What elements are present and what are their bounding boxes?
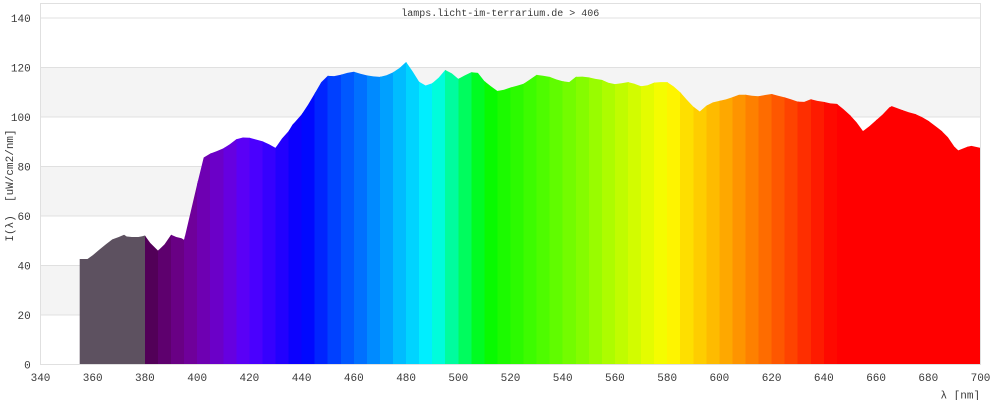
svg-text:40: 40 <box>17 261 30 273</box>
svg-text:540: 540 <box>553 373 573 385</box>
svg-text:λ [nm]: λ [nm] <box>940 390 980 400</box>
svg-text:360: 360 <box>83 373 103 385</box>
svg-text:420: 420 <box>239 373 259 385</box>
svg-text:120: 120 <box>11 63 31 75</box>
svg-text:380: 380 <box>135 373 155 385</box>
svg-text:520: 520 <box>501 373 521 385</box>
svg-text:600: 600 <box>709 373 729 385</box>
svg-text:700: 700 <box>971 373 991 385</box>
svg-text:560: 560 <box>605 373 625 385</box>
svg-text:100: 100 <box>11 113 31 125</box>
svg-text:480: 480 <box>396 373 416 385</box>
svg-text:620: 620 <box>762 373 782 385</box>
svg-text:140: 140 <box>11 14 31 26</box>
svg-text:440: 440 <box>292 373 312 385</box>
svg-text:20: 20 <box>17 311 30 323</box>
svg-text:80: 80 <box>17 162 30 174</box>
svg-text:680: 680 <box>918 373 938 385</box>
svg-text:400: 400 <box>187 373 207 385</box>
svg-text:580: 580 <box>657 373 677 385</box>
svg-text:I(λ) [uW/cm2/nm]: I(λ) [uW/cm2/nm] <box>5 129 17 241</box>
svg-text:660: 660 <box>866 373 886 385</box>
svg-text:340: 340 <box>31 373 51 385</box>
svg-text:0: 0 <box>24 360 31 372</box>
svg-text:lamps.licht-im-terrarium.de >: lamps.licht-im-terrarium.de > 406 <box>401 8 599 20</box>
svg-text:640: 640 <box>814 373 834 385</box>
svg-text:460: 460 <box>344 373 364 385</box>
svg-text:500: 500 <box>448 373 468 385</box>
svg-text:60: 60 <box>17 212 30 224</box>
